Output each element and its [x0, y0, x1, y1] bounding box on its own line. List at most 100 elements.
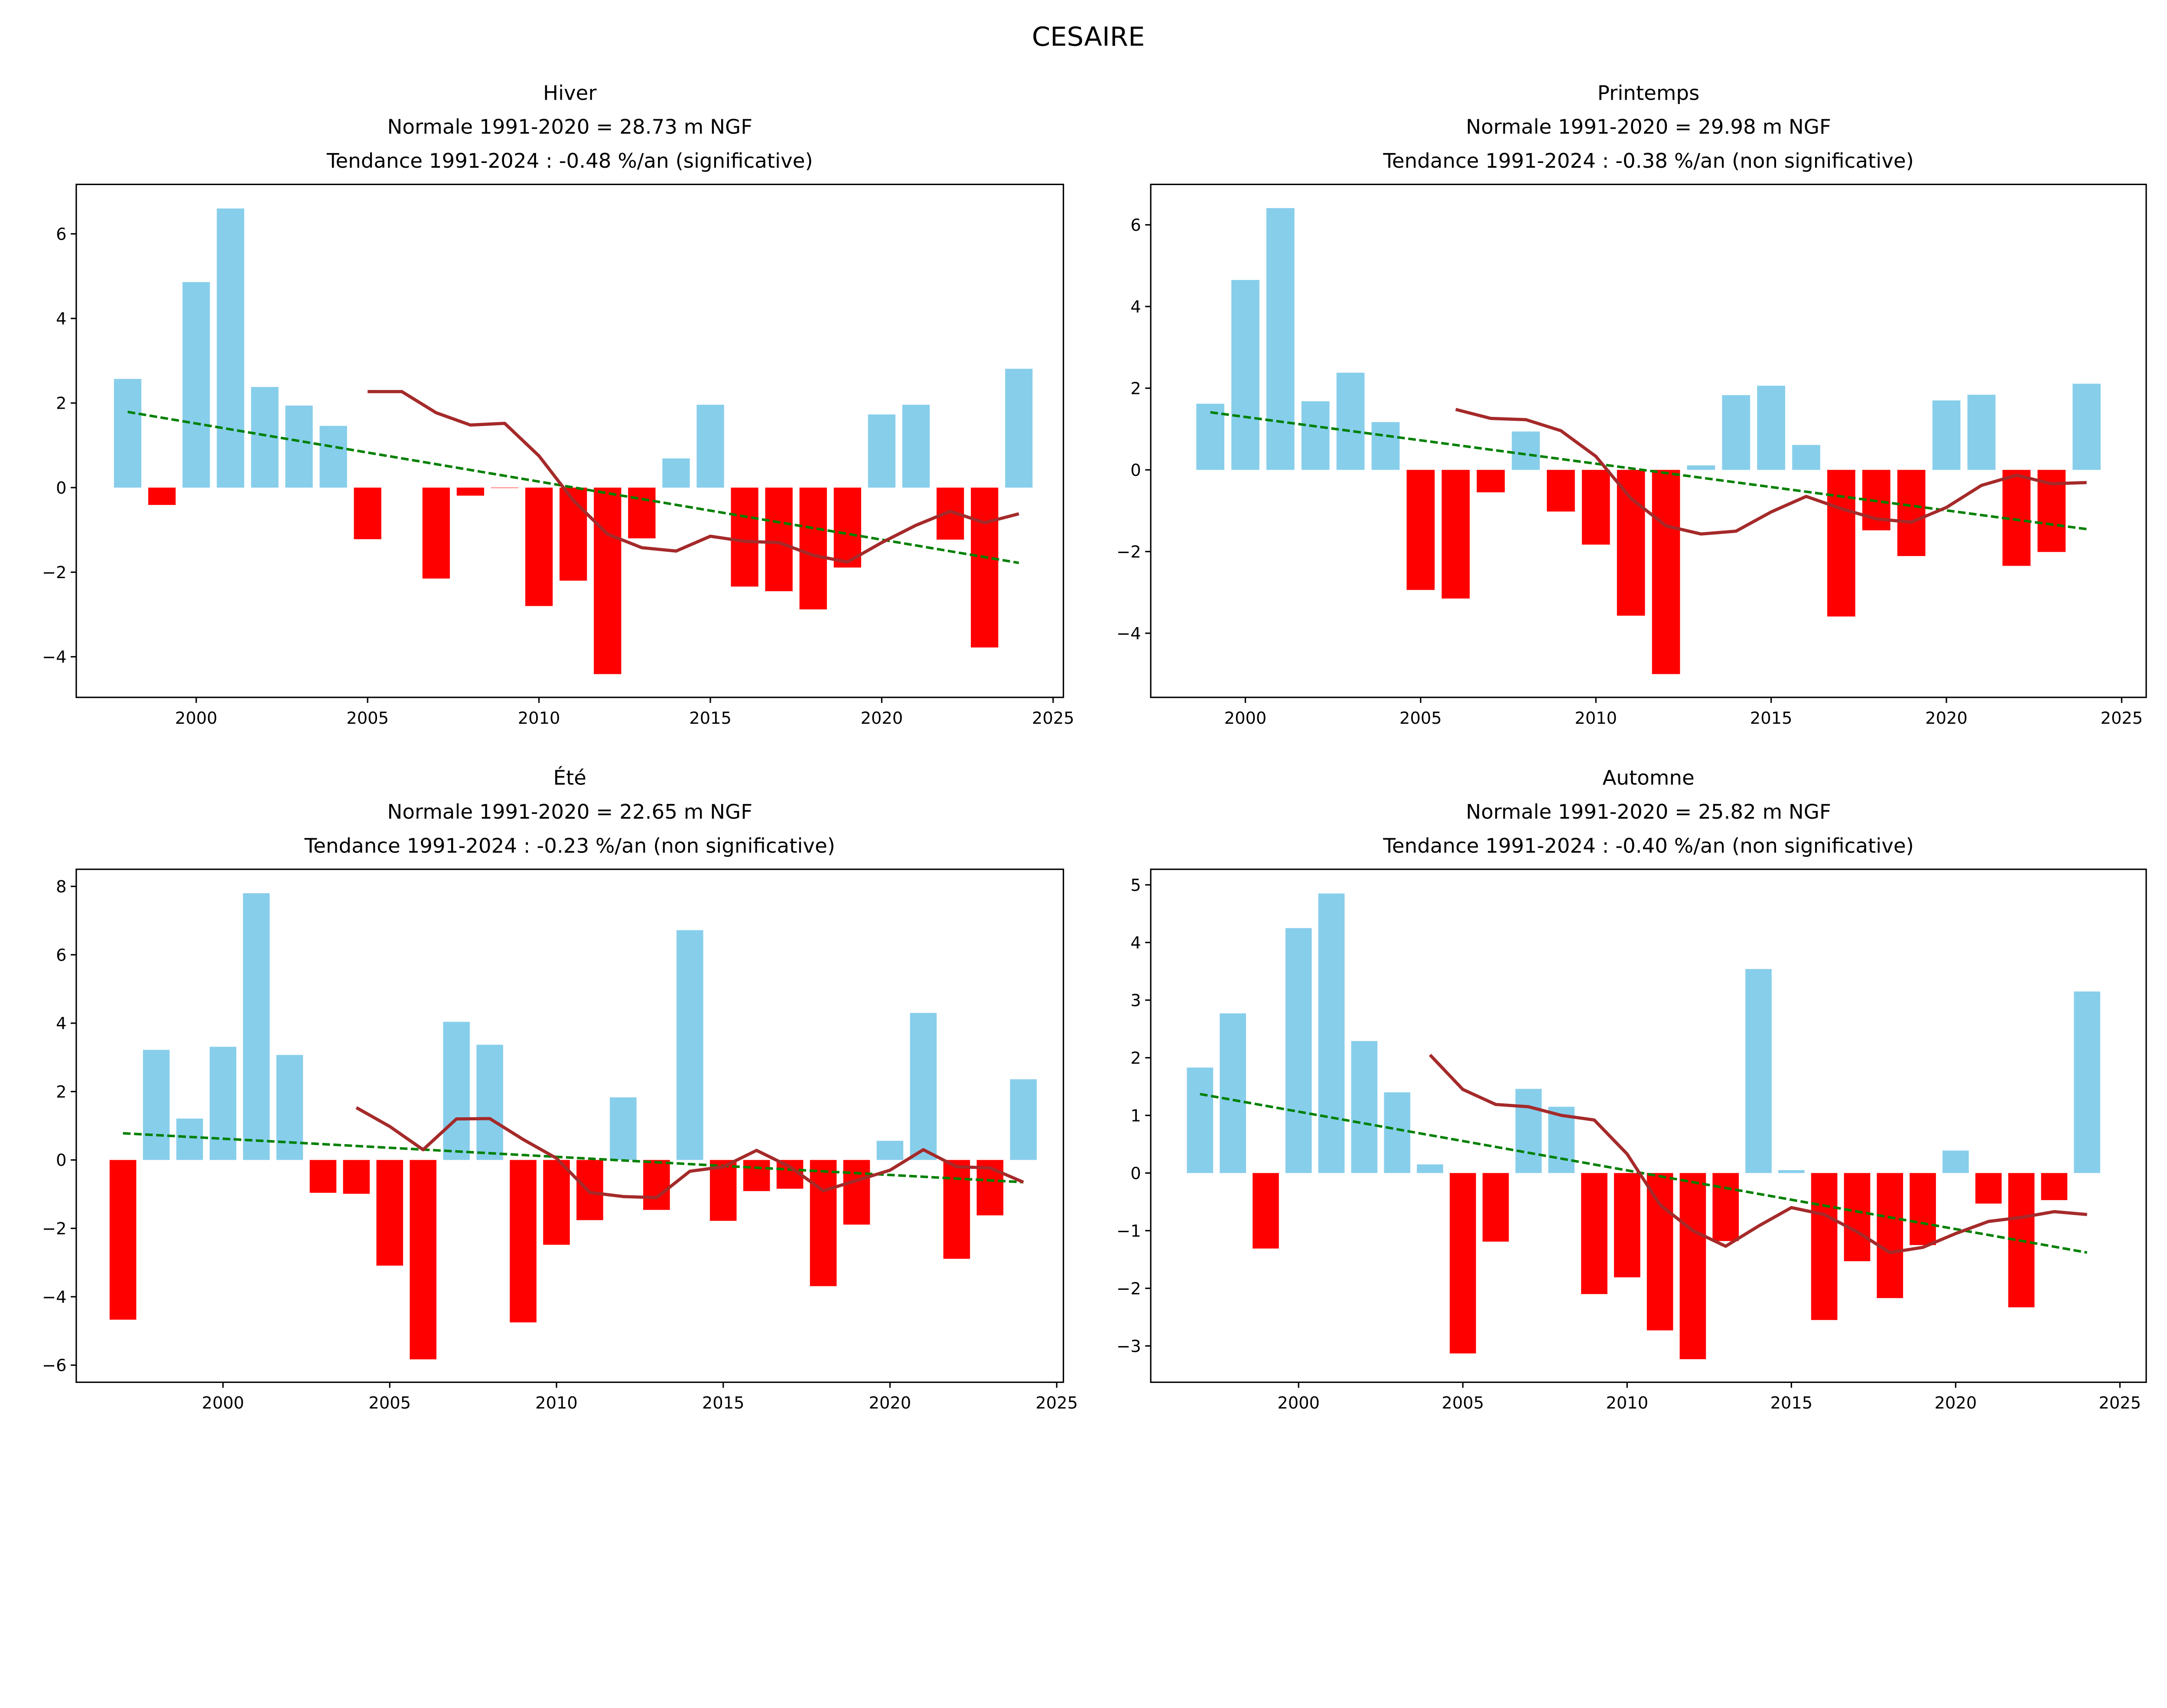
- bar-2024: [2074, 991, 2100, 1173]
- x-tick-label: 2025: [1035, 1393, 1078, 1413]
- y-tick-label: 0: [1130, 1164, 1141, 1183]
- bar-2004: [319, 426, 347, 488]
- bar-2019: [1910, 1173, 1936, 1245]
- bar-2000: [1231, 280, 1259, 470]
- bar-2003: [1384, 1092, 1411, 1173]
- bar-2019: [833, 488, 862, 568]
- bar-2018: [799, 488, 827, 610]
- axes-frame: [75, 183, 1064, 698]
- bar-2021: [902, 404, 930, 488]
- bar-1998: [1220, 1013, 1246, 1173]
- y-tick-label: 4: [1130, 933, 1141, 953]
- y-tick-label: −2: [42, 1219, 67, 1239]
- bar-2007: [1515, 1089, 1542, 1173]
- bar-2011: [1617, 470, 1645, 616]
- subplot-title-line: Normale 1991-2020 = 29.98 m NGF: [1466, 116, 1831, 139]
- bar-2007: [1477, 470, 1505, 493]
- bar-2006: [1441, 470, 1470, 599]
- bar-2017: [1844, 1173, 1871, 1262]
- y-tick-label: 4: [1130, 297, 1141, 317]
- subplot-title-line: Tendance 1991-2024 : -0.23 %/an (non sig…: [304, 834, 835, 858]
- figure-background: [0, 0, 2167, 1439]
- x-tick-label: 2020: [1925, 709, 1968, 728]
- y-tick-label: −2: [42, 563, 67, 582]
- y-tick-label: 2: [1130, 379, 1141, 398]
- axes-frame: [1150, 183, 2147, 698]
- x-tick-label: 2005: [1441, 1393, 1484, 1413]
- subplot-1: Printemps Normale 1991-2020 = 29.98 m NGF…: [1116, 81, 2147, 728]
- bar-2014: [1745, 969, 1772, 1173]
- bar-2016: [1792, 445, 1820, 470]
- trend-line: [1200, 1093, 2088, 1254]
- bar-2020: [868, 414, 896, 488]
- trend-line: [123, 1132, 1024, 1184]
- y-tick-label: −6: [42, 1356, 67, 1376]
- bar-2022: [943, 1160, 970, 1259]
- x-tick-label: 2010: [1606, 1393, 1648, 1413]
- bar-1998: [114, 379, 142, 488]
- bar-2011: [560, 488, 587, 581]
- bar-2017: [1827, 470, 1855, 617]
- y-tick-label: 5: [1130, 875, 1141, 895]
- bar-2023: [2041, 1173, 2068, 1200]
- bar-2001: [1266, 208, 1295, 470]
- bar-2008: [476, 1044, 503, 1160]
- y-tick-label: −2: [1116, 1279, 1141, 1298]
- bar-2003: [1336, 372, 1365, 470]
- y-tick-label: −1: [1116, 1221, 1141, 1241]
- y-tick-label: 6: [56, 946, 66, 965]
- x-tick-label: 2005: [1399, 709, 1442, 728]
- bar-2016: [743, 1160, 770, 1191]
- bar-2016: [731, 488, 758, 587]
- y-tick-label: 2: [56, 1082, 66, 1102]
- bar-1999: [176, 1118, 203, 1160]
- subplot-2: Été Normale 1991-2020 = 22.65 m NGF Tendan…: [42, 766, 1078, 1413]
- y-tick-label: 0: [1130, 461, 1141, 480]
- bar-2021: [1975, 1173, 2002, 1204]
- x-tick-label: 2010: [535, 1393, 578, 1413]
- y-tick-label: 1: [1130, 1106, 1141, 1126]
- bar-2005: [1406, 470, 1435, 590]
- bar-2020: [876, 1141, 904, 1160]
- x-tick-label: 2020: [1935, 1393, 1977, 1413]
- x-tick-label: 2025: [1032, 709, 1074, 728]
- y-tick-label: 2: [1130, 1048, 1141, 1068]
- bar-2013: [1712, 1173, 1739, 1241]
- subplot-title-line: Normale 1991-2020 = 28.73 m NGF: [387, 116, 753, 139]
- bar-2005: [376, 1160, 403, 1266]
- bar-2013: [1687, 465, 1715, 470]
- x-tick-label: 2010: [1575, 709, 1617, 728]
- subplot-title-line: Été: [553, 766, 587, 790]
- bar-2000: [209, 1047, 237, 1160]
- bar-2001: [1318, 893, 1345, 1173]
- subplot-title-line: Tendance 1991-2024 : -0.40 %/an (non sig…: [1383, 834, 1913, 858]
- bar-2002: [276, 1055, 303, 1160]
- bar-2009: [1547, 470, 1575, 512]
- x-tick-label: 2000: [1277, 1393, 1320, 1413]
- bar-2009: [510, 1160, 537, 1323]
- subplot-title-line: Printemps: [1598, 81, 1700, 105]
- y-tick-label: −2: [1116, 542, 1141, 562]
- x-tick-label: 2020: [861, 709, 903, 728]
- bar-2000: [1285, 928, 1312, 1173]
- bar-2024: [1010, 1079, 1037, 1160]
- y-tick-label: 0: [56, 1151, 66, 1170]
- bar-2014: [1722, 395, 1751, 470]
- bar-2018: [810, 1160, 837, 1286]
- bar-2024: [1005, 368, 1033, 488]
- x-tick-label: 2000: [202, 1393, 244, 1413]
- bar-2003: [285, 405, 313, 488]
- subplot-3: Automne Normale 1991-2020 = 25.82 m NGF Te…: [1116, 767, 2147, 1413]
- bar-2016: [1811, 1173, 1838, 1320]
- bar-2012: [1679, 1173, 1706, 1360]
- y-tick-label: −4: [42, 647, 67, 667]
- x-tick-label: 2015: [689, 709, 732, 728]
- x-tick-label: 2000: [1224, 709, 1267, 728]
- bar-2011: [1646, 1173, 1673, 1331]
- bar-2019: [1897, 470, 1926, 556]
- bar-2021: [1967, 394, 1996, 470]
- suptitle: CESAIRE: [1032, 22, 1145, 52]
- x-tick-label: 2015: [702, 1393, 745, 1413]
- x-tick-label: 2000: [175, 709, 218, 728]
- bar-2014: [662, 458, 690, 488]
